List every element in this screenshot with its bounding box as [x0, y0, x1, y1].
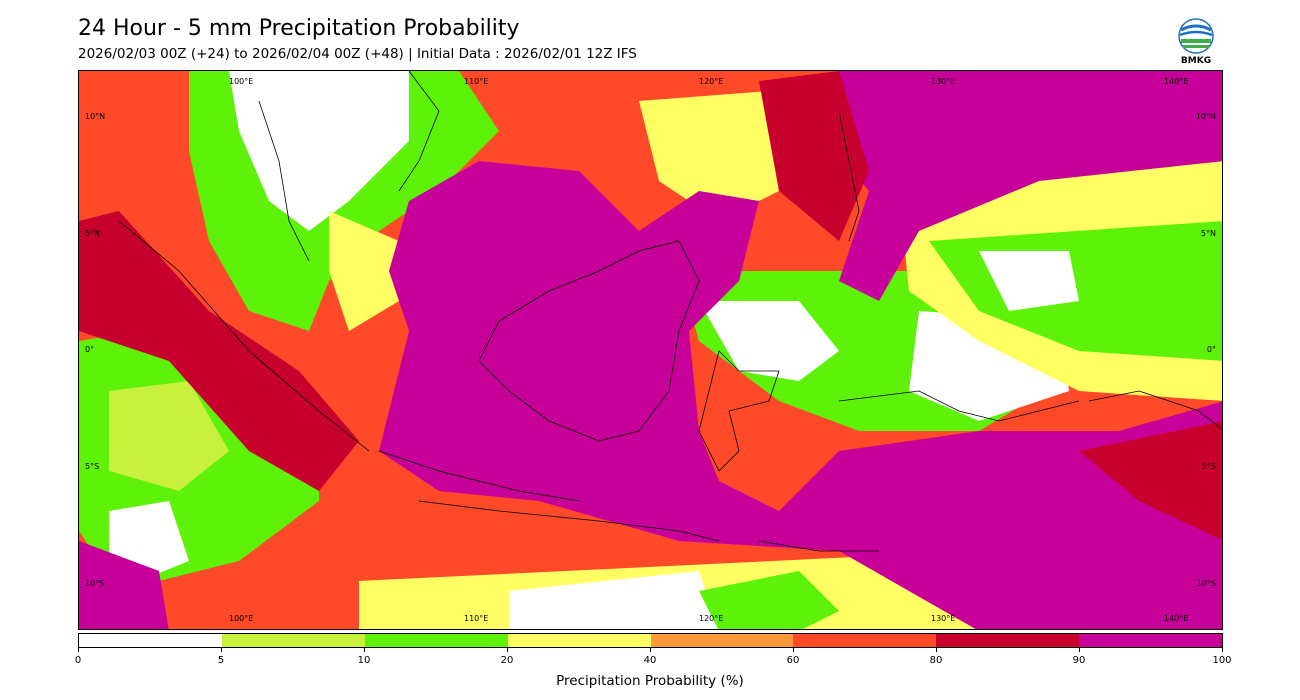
colorbar-segment — [1079, 634, 1222, 647]
lon-label: 110°E — [464, 614, 489, 623]
colorbar-tick: 20 — [500, 655, 514, 666]
colorbar-segment — [793, 634, 937, 647]
lat-label: 10°S — [85, 579, 105, 588]
colorbar-tick: 10 — [357, 655, 371, 666]
colorbar-segment — [364, 634, 508, 647]
lat-label: 10°N — [85, 112, 106, 121]
colorbar-tick: 80 — [929, 655, 943, 666]
lat-label: 0° — [85, 345, 95, 354]
precipitation-map[interactable]: 100°E 110°E 120°E 130°E 140°E 100°E 110°… — [78, 70, 1223, 630]
lat-label: 5°N — [1200, 229, 1216, 238]
lon-label: 120°E — [699, 614, 724, 623]
lat-label: 10°S — [1196, 579, 1216, 588]
colorbar-segment — [221, 634, 365, 647]
colorbar — [78, 633, 1223, 648]
colorbar-label: Precipitation Probability (%) — [556, 673, 744, 689]
lat-label: 0° — [1206, 345, 1216, 354]
colorbar-segment — [936, 634, 1080, 647]
lon-label: 110°E — [464, 77, 489, 86]
colorbar-tick: 90 — [1072, 655, 1086, 666]
lon-label: 100°E — [229, 614, 254, 623]
colorbar-tick: 0 — [74, 655, 82, 666]
lon-label: 130°E — [931, 77, 956, 86]
lat-label: 5°S — [1201, 462, 1216, 471]
lon-label: 120°E — [699, 77, 724, 86]
colorbar-tick: 5 — [217, 655, 225, 666]
bmkg-logo-icon — [1178, 18, 1214, 54]
chart-subtitle: 2026/02/03 00Z (+24) to 2026/02/04 00Z (… — [78, 46, 637, 62]
lon-label: 100°E — [229, 77, 254, 86]
lat-label: 10°N — [1195, 112, 1216, 121]
bmkg-logo: BMKG — [1176, 18, 1216, 66]
lon-label: 130°E — [931, 614, 956, 623]
lon-label: 140°E — [1164, 614, 1189, 623]
lat-label: 5°S — [85, 462, 100, 471]
chart-title: 24 Hour - 5 mm Precipitation Probability — [78, 16, 520, 41]
probability-field — [79, 71, 1222, 629]
colorbar-tick: 60 — [786, 655, 800, 666]
colorbar-segment — [650, 634, 794, 647]
colorbar-tick: 40 — [643, 655, 657, 666]
colorbar-tick: 100 — [1212, 655, 1232, 666]
logo-text: BMKG — [1180, 56, 1212, 66]
colorbar-segment — [79, 634, 222, 647]
colorbar-segment — [507, 634, 651, 647]
lon-label: 140°E — [1164, 77, 1189, 86]
lat-label: 5°N — [85, 229, 101, 238]
